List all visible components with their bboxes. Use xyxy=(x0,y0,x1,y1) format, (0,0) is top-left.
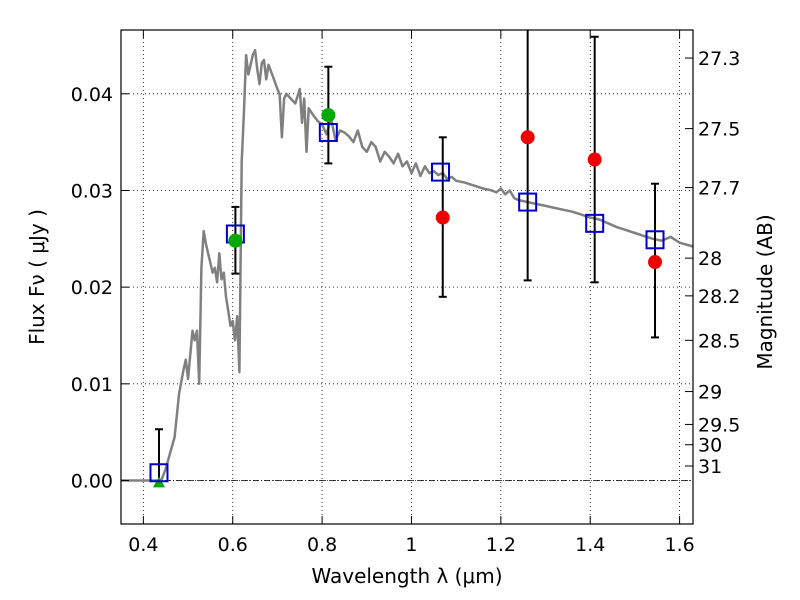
x-tick-label: 1.2 xyxy=(486,534,516,556)
y2-tick-label: 28.2 xyxy=(698,286,740,308)
y-tick-label: 0.02 xyxy=(71,277,113,299)
x-tick-label: 0.4 xyxy=(128,534,158,556)
y-tick-label: 0.03 xyxy=(71,180,113,202)
y2-tick-label: 31 xyxy=(698,456,722,478)
y2-tick-label: 27.7 xyxy=(698,178,740,200)
observed-point-red xyxy=(587,152,602,167)
y2-tick-label: 28 xyxy=(698,248,722,270)
y2-tick-label: 29.5 xyxy=(698,414,740,436)
observed-point-green xyxy=(228,233,243,248)
model-photometry-square xyxy=(318,122,338,142)
x-tick-label: 0.8 xyxy=(307,534,337,556)
y2-tick-label: 27.5 xyxy=(698,119,740,141)
model-photometry-square xyxy=(645,230,665,250)
y2-tick-label: 28.5 xyxy=(698,330,740,352)
x-tick-label: 0.6 xyxy=(218,534,248,556)
x-tick-label: 1.4 xyxy=(575,534,605,556)
y-axis-ticks: 0.00 0.01 0.02 0.03 0.04 xyxy=(71,84,129,492)
observed-point-green xyxy=(321,108,336,123)
x-tick-label: 1 xyxy=(405,534,417,556)
x-axis-ticks: 0.4 0.6 0.8 1 1.2 1.4 1.6 xyxy=(128,30,695,556)
grid-lines xyxy=(121,30,693,524)
y2-tick-label: 30 xyxy=(698,435,722,457)
y-axis-title: Flux Fν ( μJy ) xyxy=(25,209,49,345)
model-photometry-square xyxy=(585,213,605,233)
y2-tick-label: 27.3 xyxy=(698,48,740,70)
x-axis-title: Wavelength λ (μm) xyxy=(311,564,502,588)
y2-tick-label: 29 xyxy=(698,382,722,404)
model-photometry-square xyxy=(431,162,451,182)
axes-frame xyxy=(120,29,694,525)
plot-area xyxy=(121,30,694,488)
x-tick-label: 1.6 xyxy=(664,534,694,556)
observed-point-red xyxy=(520,130,535,145)
y-tick-label: 0.00 xyxy=(71,470,113,492)
observed-point-red xyxy=(435,210,450,225)
model-photometry-square xyxy=(518,192,538,212)
observed-point-red xyxy=(648,255,663,270)
y-tick-label: 0.01 xyxy=(71,374,113,396)
y2-axis-title: Magnitude (AB) xyxy=(753,214,777,369)
model-photometry-square xyxy=(149,463,169,483)
model-spectrum-line xyxy=(121,49,694,482)
y-tick-label: 0.04 xyxy=(71,84,113,106)
